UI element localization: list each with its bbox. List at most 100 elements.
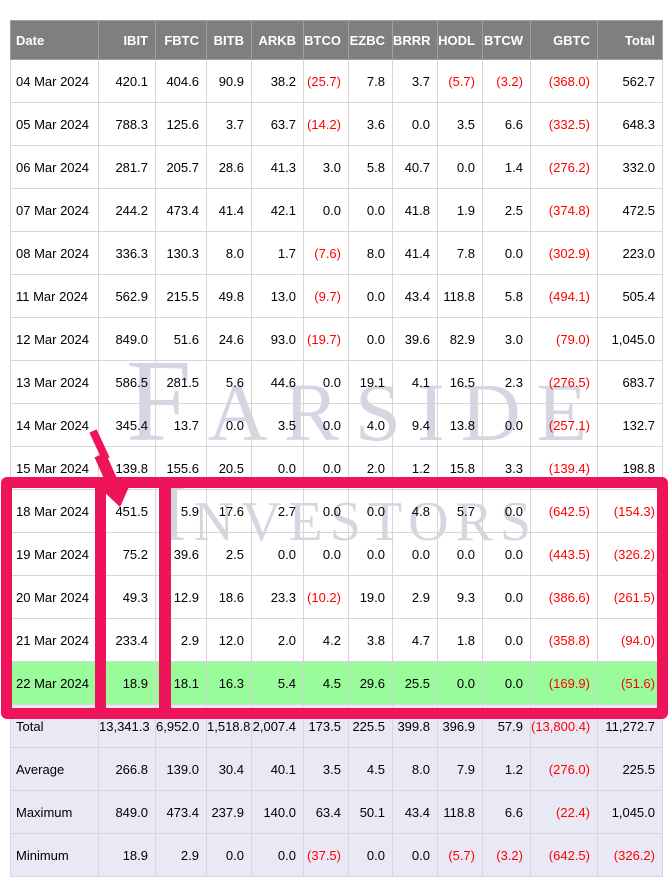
column-header-date: Date	[10, 20, 99, 60]
table-row: 08 Mar 2024 336.3 130.3 8.0 1.7 (7.6) 8.0 41.4 7…	[10, 231, 663, 275]
value-cell: 7.9	[437, 747, 483, 791]
value-cell: 6,952.0	[155, 704, 207, 748]
value-cell: (5.7)	[437, 833, 483, 877]
value-cell: 63.4	[303, 790, 349, 834]
value-cell: 244.2	[98, 188, 156, 232]
value-cell: 788.3	[98, 102, 156, 146]
value-cell: 396.9	[437, 704, 483, 748]
value-cell: 30.4	[206, 747, 252, 791]
value-cell: 13.0	[251, 274, 304, 318]
value-cell: 3.8	[348, 618, 393, 662]
value-cell: 17.6	[206, 489, 252, 533]
summary-label: Average	[10, 747, 99, 791]
value-cell: 41.4	[392, 231, 438, 275]
table-row: 20 Mar 2024 49.3 12.9 18.6 23.3 (10.2) 19.0 2.9…	[10, 575, 663, 619]
value-cell: 0.0	[482, 532, 531, 576]
value-cell: 23.3	[251, 575, 304, 619]
value-cell: (302.9)	[530, 231, 598, 275]
value-cell: 420.1	[98, 59, 156, 103]
value-cell: 130.3	[155, 231, 207, 275]
value-cell: 0.0	[206, 403, 252, 447]
value-cell: 39.6	[155, 532, 207, 576]
value-cell: 49.8	[206, 274, 252, 318]
value-cell: 3.5	[437, 102, 483, 146]
date-cell: 04 Mar 2024	[10, 59, 99, 103]
column-header-arkb: ARKB	[251, 20, 304, 60]
value-cell: (276.2)	[530, 145, 598, 189]
value-cell: (642.5)	[530, 833, 598, 877]
value-cell: (94.0)	[597, 618, 663, 662]
value-cell: 1,045.0	[597, 790, 663, 834]
value-cell: 0.0	[482, 489, 531, 533]
column-header-bitb: BITB	[206, 20, 252, 60]
value-cell: 2.5	[482, 188, 531, 232]
value-cell: 205.7	[155, 145, 207, 189]
value-cell: 3.0	[303, 145, 349, 189]
value-cell: (7.6)	[303, 231, 349, 275]
value-cell: 0.0	[437, 145, 483, 189]
value-cell: 451.5	[98, 489, 156, 533]
value-cell: 12.9	[155, 575, 207, 619]
value-cell: 132.7	[597, 403, 663, 447]
value-cell: (642.5)	[530, 489, 598, 533]
value-cell: 25.5	[392, 661, 438, 705]
value-cell: 49.3	[98, 575, 156, 619]
date-cell: 11 Mar 2024	[10, 274, 99, 318]
table-header: Date IBIT FBTC BITB ARKB BTCO EZBC BRRR HODL BTCW…	[10, 20, 663, 60]
table-row: 06 Mar 2024 281.7 205.7 28.6 41.3 3.0 5.8 40.7 0…	[10, 145, 663, 189]
value-cell: 3.5	[303, 747, 349, 791]
value-cell: (276.5)	[530, 360, 598, 404]
value-cell: 1.2	[392, 446, 438, 490]
value-cell: 19.1	[348, 360, 393, 404]
table-row: Total 13,341.3 6,952.0 1,518.8 2,007.4 173.5 2…	[10, 704, 663, 748]
value-cell: 0.0	[348, 532, 393, 576]
value-cell: 0.0	[348, 833, 393, 877]
value-cell: 9.4	[392, 403, 438, 447]
value-cell: (368.0)	[530, 59, 598, 103]
value-cell: 505.4	[597, 274, 663, 318]
column-header-btcw: BTCW	[482, 20, 531, 60]
value-cell: 13,341.3	[98, 704, 156, 748]
value-cell: 15.8	[437, 446, 483, 490]
date-cell: 19 Mar 2024	[10, 532, 99, 576]
value-cell: 5.9	[155, 489, 207, 533]
value-cell: 4.5	[348, 747, 393, 791]
table-row: 22 Mar 2024 18.9 18.1 16.3 5.4 4.5 29.6 25.5 0.0…	[10, 661, 663, 705]
table-row: 12 Mar 2024 849.0 51.6 24.6 93.0 (19.7) 0.0 39.…	[10, 317, 663, 361]
date-cell: 20 Mar 2024	[10, 575, 99, 619]
value-cell: 5.6	[206, 360, 252, 404]
value-cell: 125.6	[155, 102, 207, 146]
value-cell: 173.5	[303, 704, 349, 748]
value-cell: (374.8)	[530, 188, 598, 232]
value-cell: 4.1	[392, 360, 438, 404]
value-cell: (9.7)	[303, 274, 349, 318]
value-cell: 1,518.8	[206, 704, 252, 748]
value-cell: 8.0	[392, 747, 438, 791]
value-cell: 39.6	[392, 317, 438, 361]
value-cell: 0.0	[348, 317, 393, 361]
value-cell: 332.0	[597, 145, 663, 189]
value-cell: 12.0	[206, 618, 252, 662]
value-cell: (25.7)	[303, 59, 349, 103]
value-cell: 139.0	[155, 747, 207, 791]
value-cell: 9.3	[437, 575, 483, 619]
value-cell: 2.9	[392, 575, 438, 619]
value-cell: (261.5)	[597, 575, 663, 619]
value-cell: 13.7	[155, 403, 207, 447]
value-cell: 8.0	[206, 231, 252, 275]
value-cell: 281.7	[98, 145, 156, 189]
value-cell: (276.0)	[530, 747, 598, 791]
value-cell: (79.0)	[530, 317, 598, 361]
summary-label: Total	[10, 704, 99, 748]
value-cell: 50.1	[348, 790, 393, 834]
date-cell: 08 Mar 2024	[10, 231, 99, 275]
value-cell: (19.7)	[303, 317, 349, 361]
table-row: 18 Mar 2024 451.5 5.9 17.6 2.7 0.0 0.0 4.8 5.7 0.…	[10, 489, 663, 533]
etf-flow-table: Date IBIT FBTC BITB ARKB BTCO EZBC BRRR HODL BTCW…	[10, 20, 663, 877]
value-cell: 41.3	[251, 145, 304, 189]
value-cell: 0.0	[348, 489, 393, 533]
value-cell: 399.8	[392, 704, 438, 748]
value-cell: 3.6	[348, 102, 393, 146]
value-cell: 5.8	[482, 274, 531, 318]
table-row: 07 Mar 2024 244.2 473.4 41.4 42.1 0.0 0.0 41.8 1…	[10, 188, 663, 232]
